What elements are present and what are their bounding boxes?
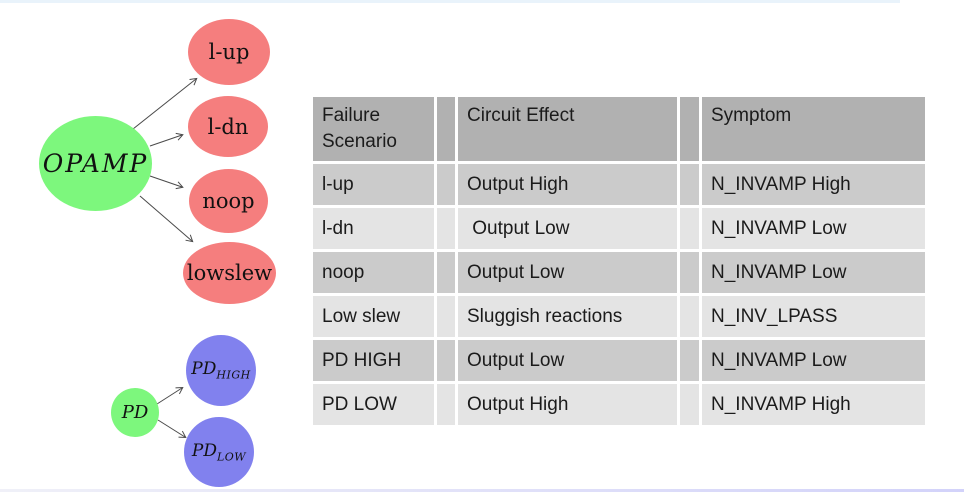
cell-scenario: PD LOW	[313, 384, 434, 425]
cell-scenario: Low slew	[313, 296, 434, 337]
header-symptom: Symptom	[702, 97, 925, 161]
cell-symptom: N_INVAMP High	[702, 164, 925, 205]
node-pd-high-label: PDHIGH	[191, 359, 251, 382]
node-opamp: OPAMP	[39, 116, 152, 211]
cell-effect: Output Low	[458, 208, 677, 249]
cell-scenario: PD HIGH	[313, 340, 434, 381]
table-row: Low slew Sluggish reactions N_INV_LPASS	[313, 296, 925, 337]
node-pd-label: PD	[121, 402, 149, 423]
table-row: noop Output Low N_INVAMP Low	[313, 252, 925, 293]
table-row: l-up Output High N_INVAMP High	[313, 164, 925, 205]
cell-symptom: N_INVAMP Low	[702, 252, 925, 293]
node-l-dn: l-dn	[188, 96, 268, 157]
bottom-edge-strip	[0, 489, 964, 492]
top-edge-strip	[0, 0, 900, 3]
cell-spacer	[437, 208, 455, 249]
cell-spacer	[680, 252, 699, 293]
cell-spacer	[680, 340, 699, 381]
cell-spacer	[437, 164, 455, 205]
node-pd-high-subscript: HIGH	[216, 368, 251, 382]
cell-scenario: l-up	[313, 164, 434, 205]
edge-opamp-lup	[132, 77, 198, 130]
node-pd-high: PDHIGH	[186, 335, 256, 406]
cell-spacer	[680, 296, 699, 337]
cell-spacer	[437, 296, 455, 337]
node-pd-low-label: PDLOW	[191, 440, 247, 464]
header-spacer-2	[680, 97, 699, 161]
tree-edges	[132, 77, 198, 439]
cell-symptom: N_INV_LPASS	[702, 296, 925, 337]
header-failure-scenario: Failure Scenario	[313, 97, 434, 161]
header-circuit-effect: Circuit Effect	[458, 97, 677, 161]
cell-spacer	[437, 340, 455, 381]
node-lowslew: lowslew	[183, 242, 276, 304]
node-opamp-label: OPAMP	[42, 149, 149, 178]
cell-spacer	[437, 384, 455, 425]
cell-spacer	[680, 164, 699, 205]
cell-effect: Output High	[458, 164, 677, 205]
table-row: PD HIGH Output Low N_INVAMP Low	[313, 340, 925, 381]
table-row: l-dn Output Low N_INVAMP Low	[313, 208, 925, 249]
node-pd: PD	[111, 388, 159, 437]
cell-spacer	[680, 208, 699, 249]
cell-effect: Sluggish reactions	[458, 296, 677, 337]
cell-effect: Output Low	[458, 252, 677, 293]
cell-scenario: l-dn	[313, 208, 434, 249]
header-spacer-1	[437, 97, 455, 161]
table-row: PD LOW Output High N_INVAMP High	[313, 384, 925, 425]
node-l-dn-label: l-dn	[207, 114, 249, 139]
cell-symptom: N_INVAMP Low	[702, 208, 925, 249]
cell-symptom: N_INVAMP Low	[702, 340, 925, 381]
edge-pd-pdhigh	[156, 386, 184, 405]
cell-effect: Output High	[458, 384, 677, 425]
edge-opamp-lowslew	[139, 195, 194, 243]
cell-scenario: noop	[313, 252, 434, 293]
node-l-up: l-up	[188, 19, 270, 85]
node-pd-low-subscript: LOW	[216, 450, 247, 464]
node-lowslew-label: lowslew	[186, 261, 273, 285]
cell-effect: Output Low	[458, 340, 677, 381]
node-pd-low: PDLOW	[184, 417, 254, 487]
table-header-row: Failure Scenario Circuit Effect Symptom	[313, 97, 925, 161]
node-noop-label: noop	[202, 189, 255, 213]
cell-symptom: N_INVAMP High	[702, 384, 925, 425]
edge-pd-pdlow	[157, 419, 187, 439]
cell-spacer	[680, 384, 699, 425]
failure-scenario-table: Failure Scenario Circuit Effect Symptom …	[310, 94, 928, 428]
edge-opamp-noop	[149, 175, 184, 190]
node-noop: noop	[189, 169, 268, 233]
edge-opamp-ldn	[149, 132, 184, 147]
node-l-up-label: l-up	[208, 40, 250, 64]
cell-spacer	[437, 252, 455, 293]
